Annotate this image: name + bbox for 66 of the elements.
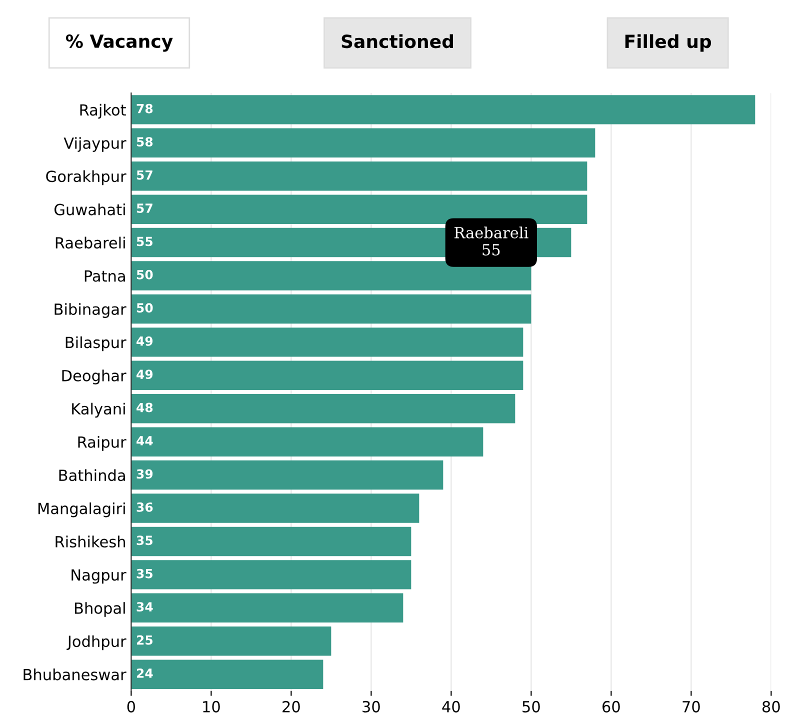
- y-tick-label: Bathinda: [59, 469, 125, 482]
- text: % Vacancy: [66, 34, 173, 52]
- bar: [131, 128, 596, 158]
- bar: [131, 194, 588, 224]
- text: Sanctioned: [342, 34, 453, 48]
- bar: [131, 626, 332, 656]
- y-tick-label: Bibinagar: [54, 303, 126, 318]
- bar: [131, 328, 524, 357]
- data-label: 39: [136, 469, 153, 479]
- data-label: 78: [136, 104, 153, 114]
- data-label: 57: [136, 204, 152, 213]
- bar: [131, 95, 756, 124]
- y-tick-label: Patna: [84, 270, 125, 282]
- data-label: 25: [136, 635, 152, 645]
- text: Filled up: [625, 34, 712, 52]
- bar: [131, 427, 484, 456]
- y-tick-label: Raipur: [78, 436, 126, 451]
- x-tick-label: 10: [203, 700, 220, 712]
- y-tick-label: Raebareli: [56, 236, 125, 249]
- data-label: 49: [136, 370, 153, 380]
- data-label: 50: [136, 303, 153, 313]
- x-tick-label: 50: [522, 700, 540, 712]
- bar: [131, 526, 412, 556]
- data-label: 57: [136, 170, 152, 180]
- bar: [131, 660, 324, 689]
- x-tick-label: 80: [762, 700, 780, 712]
- bar: [131, 593, 404, 623]
- data-label: 55: [136, 236, 152, 246]
- data-label: 24: [136, 668, 153, 678]
- data-label: 35: [136, 536, 152, 546]
- y-tick-label: Guwahati: [54, 204, 125, 216]
- bar: [131, 162, 588, 191]
- y-tick-label: Deoghar: [62, 370, 126, 384]
- data-label: 50: [136, 270, 153, 280]
- bar: [131, 294, 532, 324]
- y-tick-label: Mangalagiri: [38, 502, 125, 518]
- x-tick-label: 0: [127, 700, 136, 712]
- data-label: 44: [136, 436, 153, 446]
- y-tick-label: Bilaspur: [66, 336, 126, 352]
- data-label: 35: [136, 568, 152, 578]
- data-label: 36: [136, 502, 153, 512]
- y-tick-label: Vijaypur: [64, 137, 126, 152]
- y-tick-label: Bhopal: [74, 602, 125, 617]
- bar: [131, 460, 444, 490]
- data-label: 48: [136, 402, 153, 412]
- bar: [131, 394, 516, 424]
- data-label: 34: [136, 602, 153, 612]
- x-tick-label: 60: [602, 700, 620, 712]
- y-tick-label: Kalyani: [72, 402, 125, 418]
- data-label: 58: [136, 137, 153, 147]
- x-tick-label: 40: [442, 700, 460, 712]
- y-tick-label: Nagpur: [72, 569, 126, 584]
- y-tick-label: Gorakhpur: [46, 170, 126, 186]
- bar: [131, 261, 532, 290]
- y-tick-label: Rishikesh: [56, 536, 126, 548]
- annotation: Raebareli 55: [454, 226, 528, 256]
- x-tick-label: 30: [362, 700, 380, 712]
- bar: [131, 360, 524, 390]
- x-tick-label: 70: [682, 700, 700, 712]
- y-tick-label: Bhubaneswar: [24, 668, 126, 680]
- bar: [131, 494, 420, 523]
- y-tick-label: Rajkot: [80, 104, 126, 119]
- y-tick-label: Jodhpur: [66, 635, 126, 650]
- x-tick-label: 20: [282, 700, 300, 712]
- bar: [131, 560, 412, 590]
- data-label: 49: [136, 336, 153, 346]
